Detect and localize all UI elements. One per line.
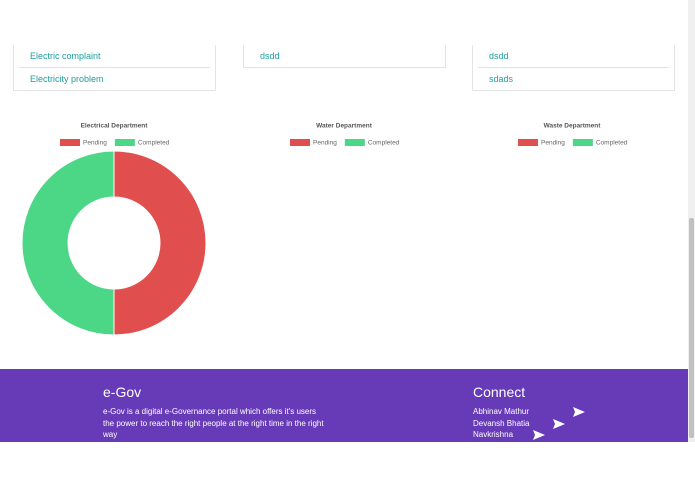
send-icon[interactable]: [533, 430, 545, 440]
legend-label: Pending: [541, 140, 565, 147]
legend-swatch: [290, 139, 310, 146]
legend-swatch: [60, 139, 80, 146]
legend-label: Completed: [138, 140, 170, 147]
list-card: dsdd sdads: [472, 45, 675, 91]
list-item[interactable]: Electricity problem: [30, 74, 104, 84]
list-item[interactable]: sdads: [489, 74, 514, 84]
legend-label: Pending: [313, 140, 337, 147]
legend-swatch: [572, 139, 593, 146]
chart-title: Water Department: [316, 123, 373, 130]
brand: e-Gov: [103, 384, 142, 400]
charts: Electrical Department Pending Completed Wat…: [21, 123, 628, 336]
legend-label: Pending: [83, 140, 107, 147]
list-item[interactable]: dsdd: [260, 51, 280, 61]
legend-label: Completed: [596, 140, 628, 147]
list-item[interactable]: Electric complaint: [19, 45, 210, 68]
person-name: Abhinav Mathur: [473, 407, 530, 416]
list-card: Electric complaint Electricity problem: [13, 45, 216, 91]
send-shape: [533, 430, 545, 440]
list-card: dsdd: [243, 45, 446, 68]
person-name: Devansh Bhatia: [473, 418, 530, 428]
list-item[interactable]: dsdd: [478, 45, 669, 68]
connect-title: Connect: [473, 384, 526, 400]
footer: e-Gov e-Gov is a digital e-Governance po…: [0, 369, 688, 442]
legend-swatch: [344, 139, 365, 146]
chart-title: Waste Department: [544, 123, 602, 130]
person-name: Navkrishna: [473, 430, 514, 439]
description: e-Gov is a digital e-Governance portal w…: [103, 407, 324, 439]
doughnut-segment: [21, 150, 115, 336]
legend-label: Completed: [368, 140, 400, 147]
chart-title: Electrical Department: [81, 123, 149, 130]
legend-swatch: [518, 139, 538, 146]
scroll-thumb[interactable]: [689, 218, 694, 438]
legend-swatch: [114, 139, 135, 146]
send-shape: [573, 407, 585, 417]
send-shape: [553, 418, 565, 429]
send-icon[interactable]: [573, 407, 585, 417]
send-icon[interactable]: [553, 418, 565, 429]
doughnut-segment: [113, 150, 207, 336]
